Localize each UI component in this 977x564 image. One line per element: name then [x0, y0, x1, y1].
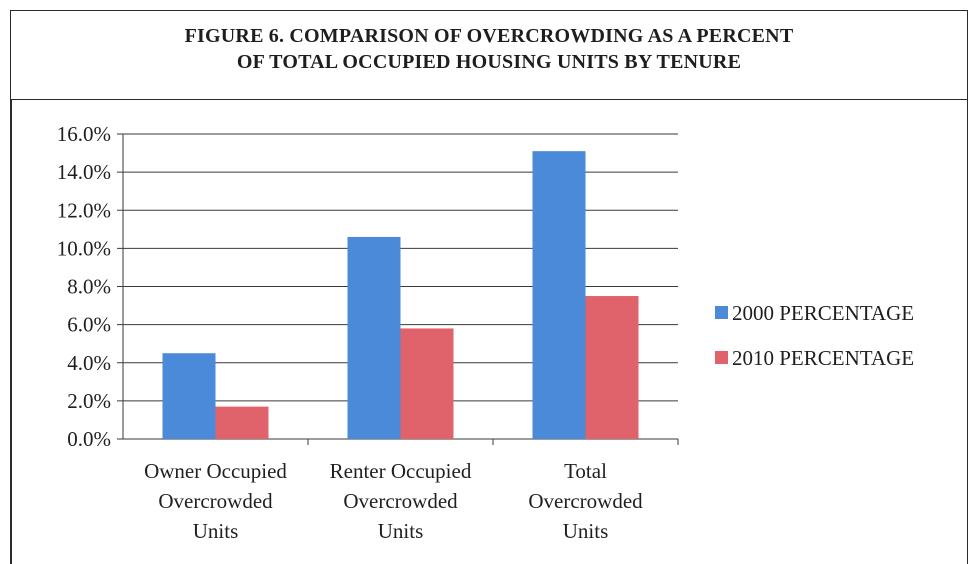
x-category-labels: Owner Occupied Overcrowded Units Renter Occ…	[144, 459, 643, 543]
legend: 2000 PERCENTAGE 2010 PERCENTAGE	[715, 301, 914, 370]
bar-2000-cat3	[532, 151, 586, 439]
x-category-label: Owner Occupied	[144, 459, 287, 483]
bar-2000-cat1	[162, 353, 216, 439]
y-tick-label: 14.0%	[57, 160, 111, 184]
x-category-label: Units	[563, 519, 609, 543]
y-tick-label: 12.0%	[57, 198, 111, 222]
x-category-label: Units	[378, 519, 424, 543]
y-tick-label: 8.0%	[67, 275, 111, 299]
legend-swatch	[715, 306, 728, 319]
x-category-label: Units	[193, 519, 239, 543]
x-category-label: Overcrowded	[528, 489, 643, 513]
legend-swatch	[715, 351, 728, 364]
chart-frame	[10, 100, 968, 564]
bar-2010-cat3	[585, 296, 639, 439]
chart-title-box: FIGURE 6. COMPARISON OF OVERCROWDING AS …	[10, 10, 968, 100]
legend-label: 2000 PERCENTAGE	[732, 301, 914, 325]
bar-2000-cat2	[347, 236, 401, 439]
y-tick-label: 2.0%	[67, 389, 111, 413]
bar-2010-cat1	[215, 406, 269, 439]
y-tick-labels: 0.0% 2.0% 4.0% 6.0% 8.0% 10.0% 12.0% 14.0% 16.0%	[57, 122, 111, 451]
x-category-label: Overcrowded	[158, 489, 273, 513]
x-category-label: Total	[564, 459, 607, 483]
chart-title-line-1: FIGURE 6. COMPARISON OF OVERCROWDING AS …	[184, 25, 794, 47]
chart-title-line-2: OF TOTAL OCCUPIED HOUSING UNITS BY TENUR…	[236, 51, 742, 73]
y-tick-label: 16.0%	[57, 122, 111, 146]
x-category-label: Renter Occupied	[330, 459, 472, 483]
bars	[162, 151, 639, 439]
y-tick-label: 4.0%	[67, 351, 111, 375]
legend-label: 2010 PERCENTAGE	[732, 346, 914, 370]
y-tick-label: 10.0%	[57, 236, 111, 260]
y-tick-label: 0.0%	[67, 427, 111, 451]
bar-2010-cat2	[400, 328, 454, 439]
y-tick-label: 6.0%	[67, 313, 111, 337]
x-category-label: Overcrowded	[343, 489, 458, 513]
